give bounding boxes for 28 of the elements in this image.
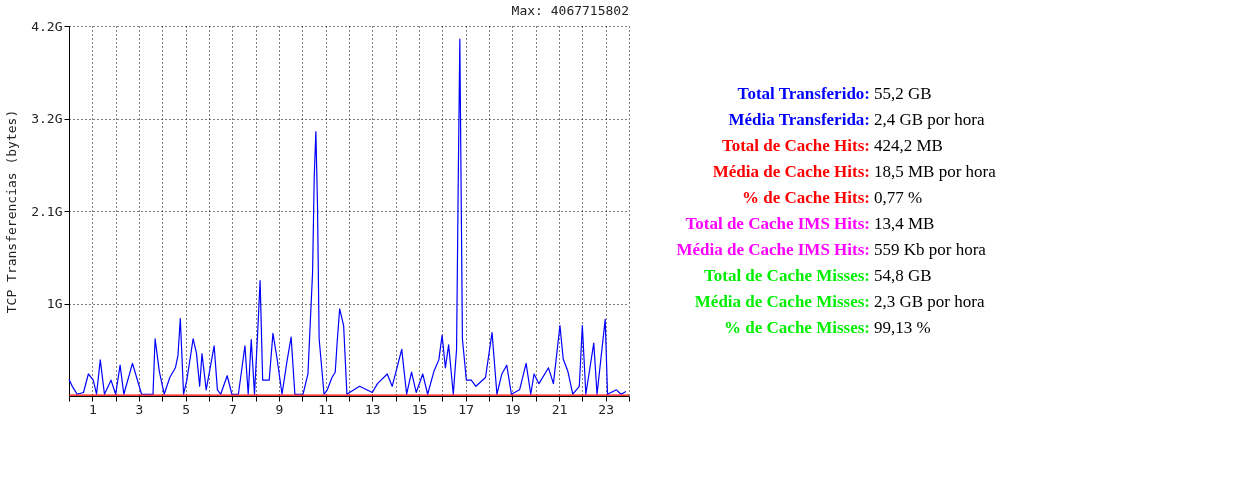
x-tick-label: 23 — [598, 401, 614, 417]
text: Média de Cache IMS Hits: 559 Kb por hora — [676, 240, 987, 260]
text: Média de Cache Hits: 18,5 MB por hora — [712, 161, 997, 181]
text: Total Transferido: 55,2 GB — [737, 83, 932, 103]
x-tick-label: 5 — [182, 401, 191, 417]
x-tick-label: 9 — [275, 401, 284, 417]
x-tick-label: 7 — [228, 401, 237, 417]
text: % de Cache Misses: 99,13 % — [724, 318, 931, 338]
x-tick-label: 17 — [458, 401, 474, 417]
text: Total de Cache Hits: 424,2 MB — [721, 135, 943, 155]
text: Max: 4067715802 — [511, 3, 629, 18]
x-tick-label: 11 — [318, 401, 334, 417]
x-tick-label: 19 — [505, 401, 521, 417]
x-tick-label: 13 — [365, 401, 381, 417]
y-tick-label: 1G — [46, 296, 63, 311]
text: % de Cache Hits: 0,77 % — [742, 187, 923, 207]
y-tick-label: 3.2G — [31, 111, 63, 126]
y-axis-title: TCP Transferencias (bytes) — [4, 109, 20, 314]
y-tick-label: 4.2G — [31, 18, 63, 34]
x-tick-label: 15 — [411, 401, 428, 417]
text: Média Transferida: 2,4 GB por hora — [728, 109, 985, 129]
text: Total de Cache IMS Hits: 13,4 MB — [685, 214, 935, 234]
text: Média de Cache Misses: 2,3 GB por hora — [694, 292, 985, 312]
x-tick-label: 3 — [135, 401, 144, 417]
y-tick-label: 2.1G — [31, 203, 63, 219]
x-tick-label: 21 — [551, 401, 568, 417]
text: Total de Cache Misses: 54,8 GB — [703, 266, 932, 286]
x-tick-label: 1 — [88, 401, 97, 417]
